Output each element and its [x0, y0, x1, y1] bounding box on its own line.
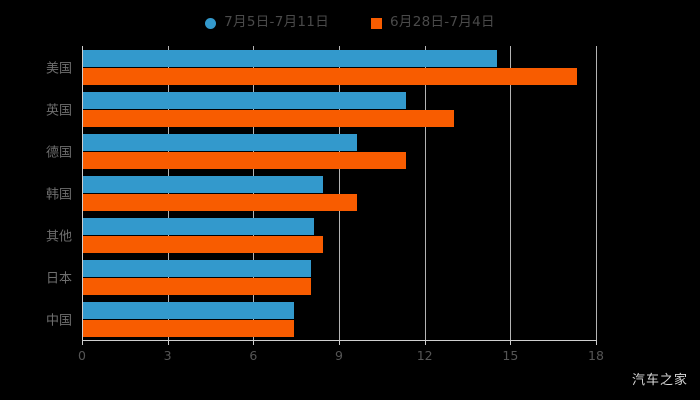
bar-其他-series-0[interactable] [83, 217, 315, 235]
x-tick-mark-9 [339, 340, 340, 345]
category-label-日本: 日本 [45, 271, 72, 287]
gridline-9 [339, 46, 340, 340]
category-label-美国: 美国 [45, 61, 72, 77]
chart-legend: 7月5日-7月11日 6月28日-7月4日 [0, 12, 700, 34]
bar-英国-series-0[interactable] [83, 91, 406, 109]
x-tick-mark-6 [253, 340, 255, 345]
bar-德国-series-1[interactable] [83, 151, 406, 169]
x-tick-label-3: 3 [163, 348, 172, 363]
bar-英国-series-1[interactable] [83, 109, 455, 127]
x-tick-label-0: 0 [78, 348, 86, 363]
x-tick-label-6: 6 [249, 348, 258, 363]
x-tick-label-15: 15 [502, 348, 519, 363]
bar-中国-series-1[interactable] [83, 319, 295, 337]
x-tick-mark-18 [596, 340, 597, 345]
bar-日本-series-1[interactable] [83, 277, 312, 295]
gridline-6 [253, 46, 255, 340]
legend-label-0: 7月5日-7月11日 [224, 14, 329, 31]
gridline-3 [167, 46, 169, 340]
bar-其他-series-1[interactable] [83, 235, 323, 253]
category-label-其他: 其他 [45, 229, 72, 245]
x-tick-label-18: 18 [588, 348, 604, 363]
bar-美国-series-0[interactable] [83, 49, 498, 67]
bar-日本-series-0[interactable] [83, 259, 312, 277]
watermark: 汽车之家 [631, 373, 688, 388]
category-label-英国: 英国 [45, 103, 72, 119]
gridline-18 [596, 46, 597, 340]
x-tick-mark-15 [510, 340, 512, 345]
legend-square-marker-icon [371, 17, 382, 29]
category-label-德国: 德国 [45, 145, 72, 161]
x-tick-label-9: 9 [335, 348, 343, 363]
category-label-中国: 中国 [45, 313, 72, 329]
x-tick-mark-3 [167, 340, 169, 345]
legend-label-1: 6月28日-7月4日 [390, 14, 495, 31]
x-tick-label-12: 12 [416, 348, 433, 363]
x-tick-mark-12 [424, 340, 426, 345]
bar-韩国-series-0[interactable] [83, 175, 323, 193]
legend-circle-marker-icon [205, 17, 217, 29]
gridline-12 [424, 46, 426, 340]
y-axis-line [82, 46, 83, 340]
bar-德国-series-0[interactable] [83, 133, 358, 151]
y-axis-category-labels: 美国英国德国韩国其他日本中国 [0, 46, 82, 340]
chart-plot-area: 0 3 6 9 12 15 18 [78, 46, 604, 363]
bar-韩国-series-1[interactable] [83, 193, 358, 211]
legend-entry-1[interactable]: 6月28日-7月4日 [371, 16, 495, 30]
bar-中国-series-0[interactable] [83, 301, 295, 319]
x-tick-mark-0 [82, 340, 83, 345]
gridline-15 [510, 46, 512, 340]
category-label-韩国: 韩国 [45, 187, 72, 203]
legend-entry-0[interactable]: 7月5日-7月11日 [205, 16, 329, 30]
bar-美国-series-1[interactable] [83, 67, 577, 85]
